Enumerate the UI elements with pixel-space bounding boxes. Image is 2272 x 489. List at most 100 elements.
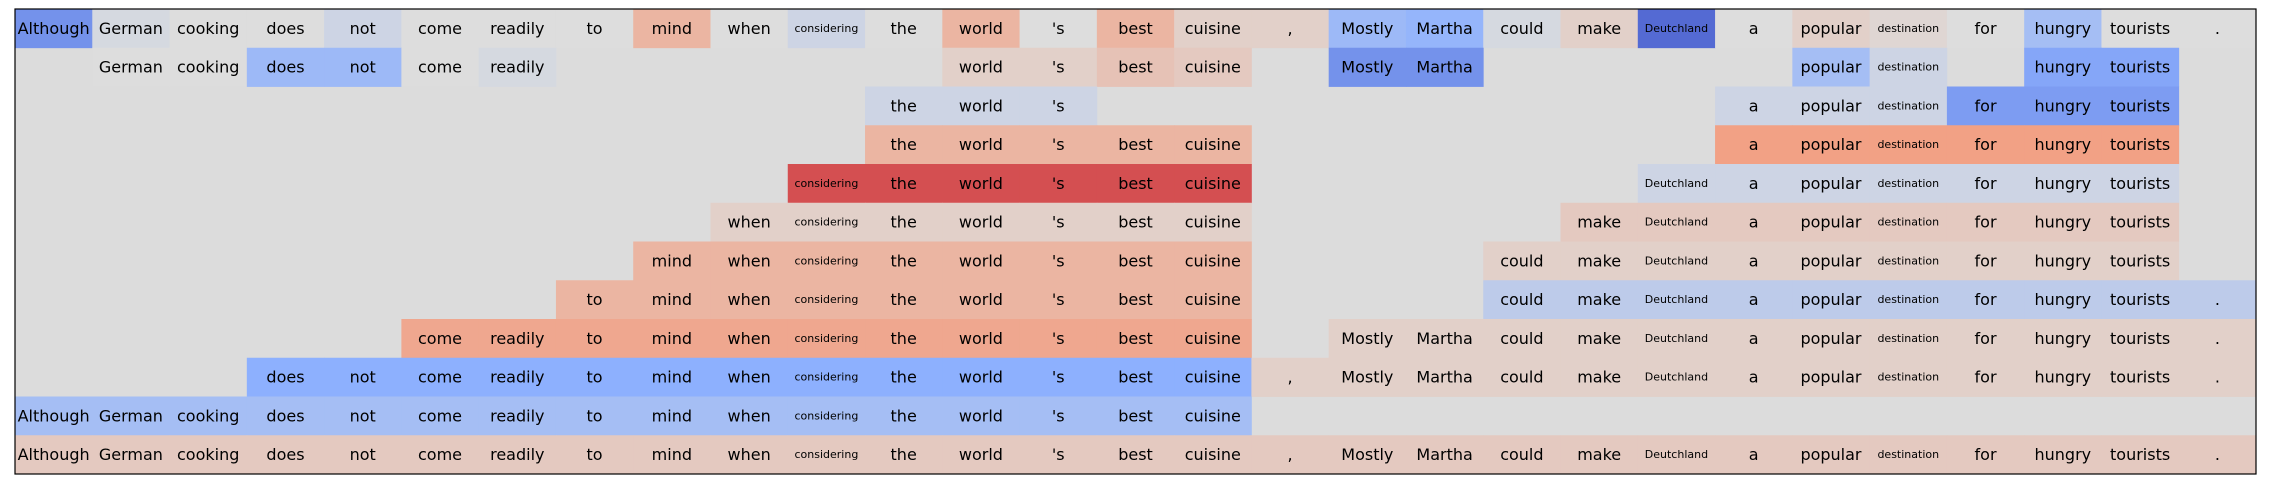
heatmap-cell (2024, 202, 2102, 242)
heatmap-cell (1483, 319, 1561, 359)
token-label: hungry (2034, 96, 2091, 115)
token-label: when (728, 368, 771, 387)
token-label: cuisine (1185, 174, 1241, 193)
token-label: destination (1877, 371, 1939, 384)
heatmap-cell (92, 435, 170, 475)
heatmap-cell (1946, 86, 2025, 126)
token-label: Mostly (1341, 19, 1393, 38)
heatmap-cell (787, 357, 866, 397)
token-label: world (959, 19, 1003, 38)
token-label: German (99, 445, 163, 464)
token-label: make (1577, 213, 1621, 232)
token-label: best (1118, 19, 1153, 38)
token-label: the (891, 445, 917, 464)
token-label: could (1500, 329, 1543, 348)
heatmap-cell (633, 396, 711, 436)
heatmap-cell (1560, 9, 1639, 49)
heatmap-cell (324, 357, 402, 397)
heatmap-cell (1946, 280, 2025, 320)
heatmap-cell (15, 9, 93, 49)
heatmap-cell (92, 9, 170, 49)
heatmap-cell (1019, 319, 1098, 359)
token-label: hungry (2034, 135, 2091, 154)
heatmap-cell (865, 435, 943, 475)
token-label: world (959, 135, 1003, 154)
heatmap-cell (1869, 47, 1948, 87)
token-label: 's (1052, 406, 1065, 425)
token-label: , (1288, 368, 1293, 387)
token-label: world (959, 445, 1003, 464)
token-label: Deutchland (1645, 448, 1708, 461)
token-label: the (891, 406, 917, 425)
token-label: tourists (2110, 96, 2170, 115)
token-label: when (728, 213, 771, 232)
heatmap-cell (2101, 319, 2180, 359)
token-label: Deutchland (1645, 177, 1708, 190)
heatmap-cell (1251, 357, 1330, 397)
heatmap-cell (1019, 435, 1098, 475)
token-label: considering (794, 177, 858, 190)
token-label: cuisine (1185, 445, 1241, 464)
heatmap-cell (787, 202, 866, 242)
heatmap-cell (246, 357, 325, 397)
heatmap-cell (1483, 435, 1561, 475)
heatmap-cell (1019, 202, 1098, 242)
heatmap-cell (1946, 202, 2025, 242)
heatmap-cell (15, 435, 93, 475)
token-label: could (1500, 251, 1543, 270)
heatmap-cell (2101, 125, 2180, 165)
token-label: to (587, 406, 603, 425)
token-label: come (418, 19, 462, 38)
heatmap-cell (1637, 280, 1716, 320)
heatmap-cell (1792, 202, 1871, 242)
heatmap-cell (1792, 47, 1871, 87)
heatmap-cell (1174, 125, 1252, 165)
heatmap-cell (942, 357, 1020, 397)
heatmap-cell (1792, 357, 1871, 397)
heatmap-cell (1328, 47, 1407, 87)
heatmap-cell (865, 86, 943, 126)
token-label: the (891, 135, 917, 154)
heatmap-cell (1096, 357, 1175, 397)
token-label: hungry (2034, 251, 2091, 270)
token-label: a (1749, 174, 1759, 193)
heatmap-cells (15, 9, 2257, 475)
heatmap-cell (324, 396, 402, 436)
heatmap-cell (2101, 9, 2180, 49)
token-label: tourists (2110, 174, 2170, 193)
heatmap-cell (942, 9, 1020, 49)
token-label: Mostly (1341, 445, 1393, 464)
token-label: Martha (1416, 445, 1472, 464)
heatmap-cell (2178, 280, 2257, 320)
heatmap-cell (865, 125, 943, 165)
heatmap-cell (1946, 319, 2025, 359)
token-label: mind (652, 329, 692, 348)
token-label: , (1288, 19, 1293, 38)
token-label: a (1749, 19, 1759, 38)
heatmap-cell (1019, 396, 1098, 436)
heatmap-cell (401, 435, 480, 475)
token-label: cuisine (1185, 329, 1241, 348)
heatmap-cell (1946, 357, 2025, 397)
token-label: the (891, 368, 917, 387)
token-label: make (1577, 445, 1621, 464)
heatmap-cell (1792, 164, 1871, 204)
heatmap-cell (1096, 435, 1175, 475)
token-label: Deutchland (1645, 332, 1708, 345)
heatmap-cell (1792, 9, 1871, 49)
heatmap-cell (942, 435, 1020, 475)
token-label: make (1577, 290, 1621, 309)
token-label: come (418, 58, 462, 77)
token-label: when (728, 290, 771, 309)
heatmap-cell (2101, 86, 2180, 126)
heatmap-cell (942, 202, 1020, 242)
heatmap-cell (710, 319, 789, 359)
token-label: 's (1052, 19, 1065, 38)
heatmap-cell (1019, 86, 1098, 126)
token-label: Although (18, 445, 90, 464)
heatmap-cell (633, 241, 711, 281)
heatmap-cell (1174, 9, 1252, 49)
heatmap-cell (1174, 357, 1252, 397)
heatmap-cell (92, 47, 170, 87)
token-label: Mostly (1341, 329, 1393, 348)
